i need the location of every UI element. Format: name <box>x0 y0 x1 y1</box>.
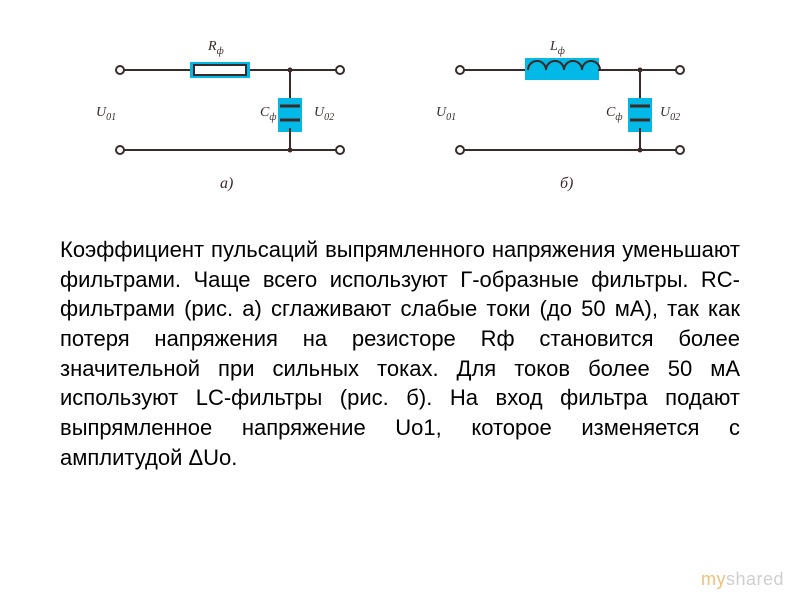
caption-b: б) <box>560 175 573 192</box>
watermark-right: shared <box>726 569 784 589</box>
watermark: myshared <box>701 569 784 590</box>
diagram-a: Rф U01 Cф U02 а) <box>90 20 370 205</box>
uout-label-b: U02 <box>660 105 680 123</box>
diagram-b: Lф U01 Cф U02 б) <box>430 20 710 205</box>
uout-label-a: U02 <box>314 105 334 123</box>
page: Rф U01 Cф U02 а) <box>0 0 800 600</box>
uin-label-a: U01 <box>96 105 116 123</box>
cap-label-b: Cф <box>606 105 622 123</box>
caption-a: а) <box>220 175 233 192</box>
uin-label-b: U01 <box>436 105 456 123</box>
diagram-row: Rф U01 Cф U02 а) <box>0 0 800 205</box>
resistor-label: Rф <box>207 39 224 57</box>
inductor-label: Lф <box>549 39 565 57</box>
lc-filter-schematic: Lф U01 Cф U02 б) <box>430 20 710 200</box>
rc-filter-schematic: Rф U01 Cф U02 а) <box>90 20 370 200</box>
body-paragraph: Коэффициент пульсаций выпрямленного напр… <box>0 205 800 473</box>
watermark-left: my <box>701 569 726 589</box>
cap-label-a: Cф <box>260 105 276 123</box>
